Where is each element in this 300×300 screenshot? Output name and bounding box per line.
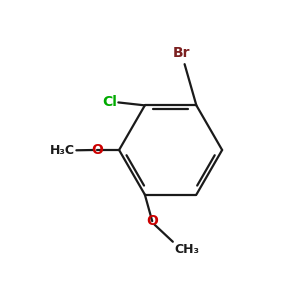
Text: H₃C: H₃C [50,144,75,157]
Text: Cl: Cl [102,95,117,110]
Text: O: O [146,214,158,228]
Text: Br: Br [173,46,190,60]
Text: CH₃: CH₃ [174,243,199,256]
Text: O: O [91,143,103,157]
